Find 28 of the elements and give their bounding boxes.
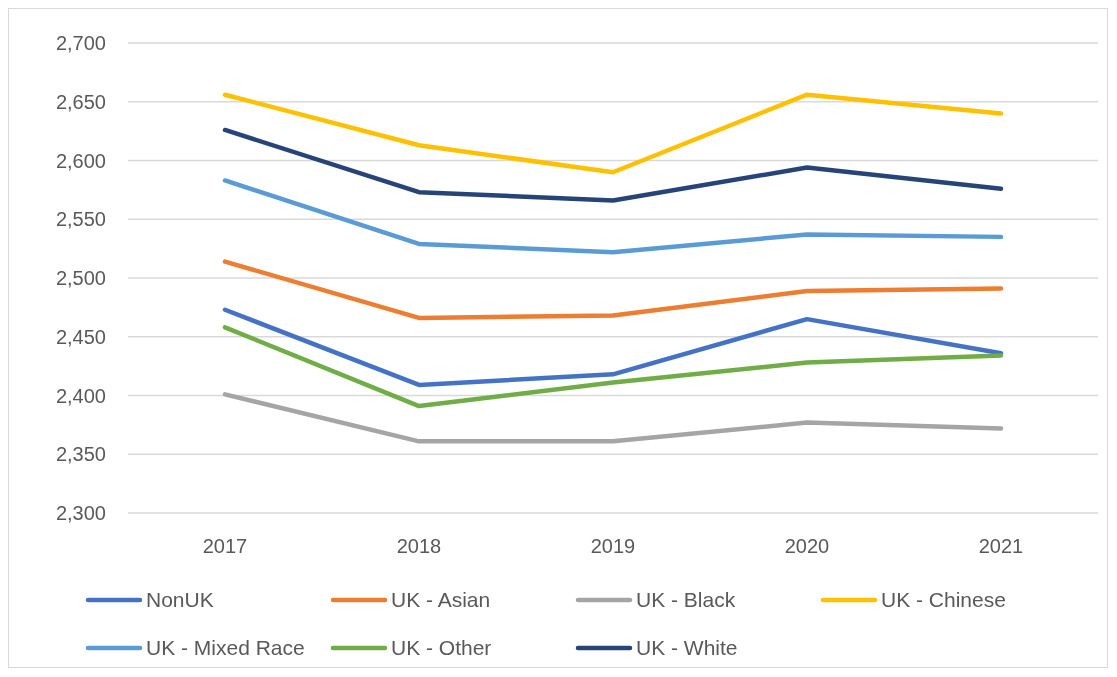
x-tick-label: 2021 [978, 535, 1024, 557]
y-tick-label: 2,550 [55, 208, 106, 231]
line-series [222, 178, 1004, 255]
x-tick-label: 2020 [784, 535, 830, 557]
line-series [222, 127, 1004, 203]
y-tick-label: 2,600 [55, 149, 106, 172]
legend-label: NonUK [146, 588, 214, 612]
legend-label: UK - Mixed Race [146, 636, 305, 660]
legend-label: UK - Asian [391, 588, 491, 612]
line-series [222, 392, 1004, 444]
legend-label: UK - Other [391, 636, 492, 660]
y-tick-label: 2,650 [55, 90, 106, 113]
x-tick-label: 2018 [396, 535, 442, 557]
line-series [222, 259, 1004, 321]
legend-label: UK - Black [636, 588, 736, 612]
y-tick-label: 2,500 [55, 267, 106, 289]
y-tick-label: 2,350 [55, 443, 106, 466]
line-series [222, 92, 1004, 175]
x-tick-label: 2019 [590, 535, 636, 557]
x-tick-label: 2017 [202, 535, 248, 557]
legend-label: UK - Chinese [881, 588, 1006, 612]
y-tick-label: 2,700 [55, 32, 106, 54]
line-series [222, 325, 1004, 409]
line-series [222, 307, 1004, 388]
y-tick-label: 2,450 [55, 325, 106, 348]
y-tick-label: 2,300 [55, 502, 106, 524]
y-tick-label: 2,400 [55, 384, 106, 407]
legend-label: UK - White [636, 636, 738, 660]
